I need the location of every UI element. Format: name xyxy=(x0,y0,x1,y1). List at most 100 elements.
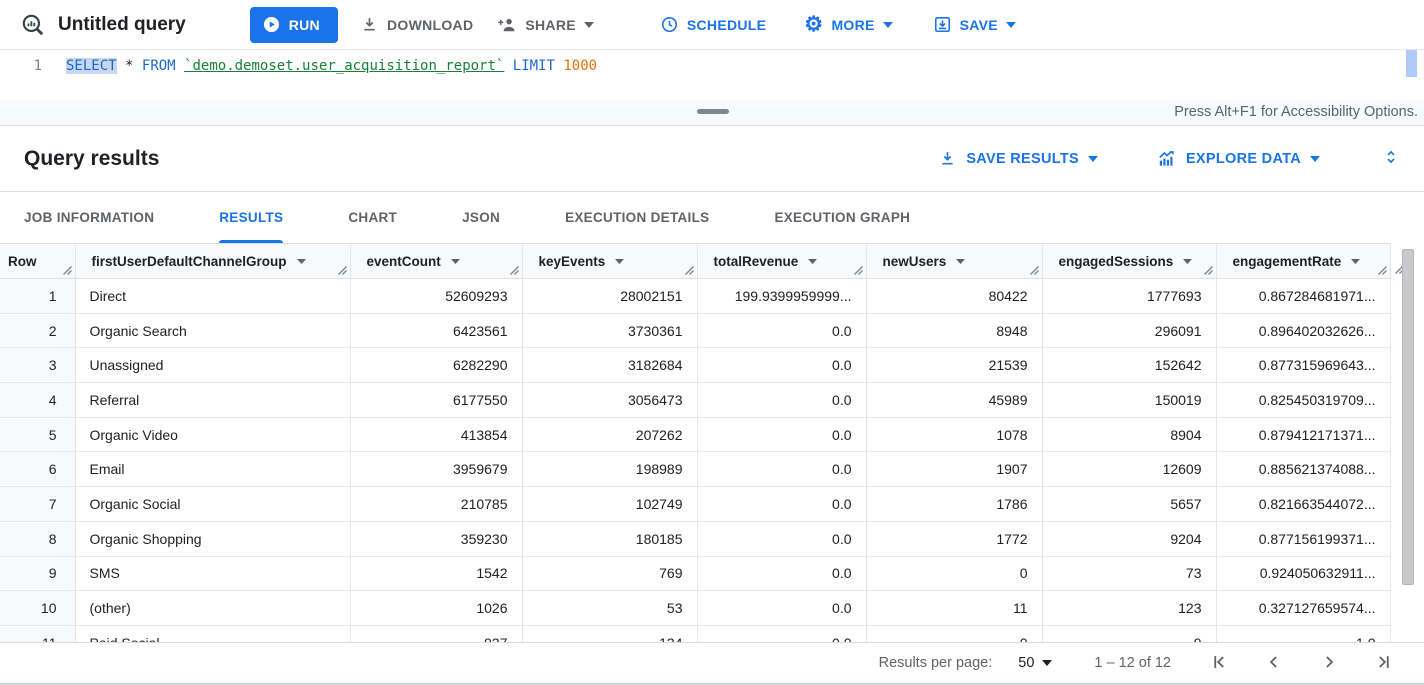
cell-new-users[interactable]: 0 xyxy=(866,556,1043,592)
cell-event-count[interactable]: 52609293 xyxy=(350,278,523,314)
cell-total-revenue[interactable]: 0.0 xyxy=(697,625,867,642)
sql-code-line[interactable]: SELECT * FROM `demo.demoset.user_acquisi… xyxy=(56,50,597,100)
column-header-eventCount[interactable]: eventCount xyxy=(350,243,523,279)
cell-new-users[interactable]: 1907 xyxy=(866,451,1043,488)
sort-caret-icon[interactable] xyxy=(1351,258,1361,264)
cell-key-events[interactable]: 3730361 xyxy=(522,313,698,349)
last-page-button[interactable] xyxy=(1374,652,1394,675)
run-button[interactable]: RUN xyxy=(249,6,338,43)
column-header-engagementRate[interactable]: engagementRate xyxy=(1216,243,1391,279)
results-tab[interactable]: JOB INFORMATION xyxy=(24,192,154,243)
cell-key-events[interactable]: 53 xyxy=(522,590,698,626)
cell-event-count[interactable]: 6282290 xyxy=(350,347,523,384)
cell-event-count[interactable]: 3959679 xyxy=(350,451,523,488)
cell-event-count[interactable]: 359230 xyxy=(350,521,523,557)
cell-engaged-sessions[interactable]: 296091 xyxy=(1042,313,1217,349)
cell-engagement-rate[interactable]: 0.877156199371... xyxy=(1216,521,1391,557)
cell-new-users[interactable]: 80422 xyxy=(866,278,1043,314)
cell-channel-group[interactable]: (other) xyxy=(75,590,351,626)
sql-editor[interactable]: 1 SELECT * FROM `demo.demoset.user_acqui… xyxy=(0,50,1424,100)
cell-total-revenue[interactable]: 0.0 xyxy=(697,521,867,557)
column-header-engagedSessions[interactable]: engagedSessions xyxy=(1042,243,1217,279)
cell-key-events[interactable]: 180185 xyxy=(522,521,698,557)
results-tab[interactable]: EXECUTION DETAILS xyxy=(565,192,709,243)
cell-channel-group[interactable]: Referral xyxy=(75,382,351,418)
column-header-firstUserDefaultChannelGroup[interactable]: firstUserDefaultChannelGroup xyxy=(75,243,351,279)
column-resize-handle[interactable] xyxy=(684,266,694,275)
cell-total-revenue[interactable]: 0.0 xyxy=(697,417,867,453)
cell-event-count[interactable]: 413854 xyxy=(350,417,523,453)
cell-new-users[interactable]: 8948 xyxy=(866,313,1043,349)
cell-new-users[interactable]: 21539 xyxy=(866,347,1043,384)
cell-total-revenue[interactable]: 0.0 xyxy=(697,382,867,418)
sort-caret-icon[interactable] xyxy=(296,258,306,264)
cell-key-events[interactable]: 3182684 xyxy=(522,347,698,384)
cell-engaged-sessions[interactable]: 152642 xyxy=(1042,347,1217,384)
explore-data-button[interactable]: EXPLORE DATA xyxy=(1156,149,1320,169)
sql-table-link[interactable]: `demo.demoset.user_acquisition_report` xyxy=(184,58,505,74)
cell-new-users[interactable]: 1772 xyxy=(866,521,1043,557)
editor-scrollbar-thumb[interactable] xyxy=(1406,50,1417,77)
table-row[interactable]: 4 Referral 6177550 3056473 0.0 45989 150… xyxy=(0,382,1391,418)
cell-engaged-sessions[interactable]: 73 xyxy=(1042,556,1217,592)
sort-caret-icon[interactable] xyxy=(615,258,625,264)
cell-total-revenue[interactable]: 199.9399959999... xyxy=(697,278,867,314)
cell-engagement-rate[interactable]: 0.821663544072... xyxy=(1216,486,1391,522)
cell-key-events[interactable]: 769 xyxy=(522,556,698,592)
cell-event-count[interactable]: 1026 xyxy=(350,590,523,626)
column-resize-handle[interactable] xyxy=(62,266,72,275)
table-row[interactable]: 11 Paid Social 937 134 0.0 0 9 1.0 xyxy=(0,625,1391,642)
table-row[interactable]: 2 Organic Search 6423561 3730361 0.0 894… xyxy=(0,313,1391,349)
cell-channel-group[interactable]: Paid Social xyxy=(75,625,351,642)
download-button[interactable]: DOWNLOAD xyxy=(348,7,485,43)
schedule-button[interactable]: SCHEDULE xyxy=(648,7,778,43)
cell-event-count[interactable]: 6423561 xyxy=(350,313,523,349)
column-resize-handle[interactable] xyxy=(1203,266,1213,275)
share-button[interactable]: SHARE xyxy=(485,7,606,43)
results-tab[interactable]: CHART xyxy=(348,192,397,243)
column-resize-handle[interactable] xyxy=(1377,266,1387,275)
page-size-select[interactable]: 50 xyxy=(1018,655,1053,671)
cell-event-count[interactable]: 210785 xyxy=(350,486,523,522)
column-resize-handle[interactable] xyxy=(1029,266,1039,275)
cell-key-events[interactable]: 3056473 xyxy=(522,382,698,418)
table-row[interactable]: 7 Organic Social 210785 102749 0.0 1786 … xyxy=(0,486,1391,522)
column-resize-handle[interactable] xyxy=(853,266,863,275)
cell-engagement-rate[interactable]: 1.0 xyxy=(1216,625,1391,642)
sort-caret-icon[interactable] xyxy=(808,258,818,264)
cell-channel-group[interactable]: Organic Search xyxy=(75,313,351,349)
table-row[interactable]: 9 SMS 1542 769 0.0 0 73 0.924050632911..… xyxy=(0,556,1391,592)
cell-new-users[interactable]: 45989 xyxy=(866,382,1043,418)
cell-key-events[interactable]: 134 xyxy=(522,625,698,642)
save-button[interactable]: SAVE xyxy=(921,7,1028,43)
cell-engaged-sessions[interactable]: 5657 xyxy=(1042,486,1217,522)
cell-engaged-sessions[interactable]: 150019 xyxy=(1042,382,1217,418)
cell-engagement-rate[interactable]: 0.879412171371... xyxy=(1216,417,1391,453)
cell-event-count[interactable]: 1542 xyxy=(350,556,523,592)
results-tab[interactable]: EXECUTION GRAPH xyxy=(774,192,910,243)
cell-engagement-rate[interactable]: 0.885621374088... xyxy=(1216,451,1391,488)
cell-engagement-rate[interactable]: 0.327127659574... xyxy=(1216,590,1391,626)
next-page-button[interactable] xyxy=(1319,652,1339,675)
table-row[interactable]: 8 Organic Shopping 359230 180185 0.0 177… xyxy=(0,521,1391,557)
cell-key-events[interactable]: 198989 xyxy=(522,451,698,488)
cell-channel-group[interactable]: Direct xyxy=(75,278,351,314)
cell-channel-group[interactable]: Organic Video xyxy=(75,417,351,453)
table-row[interactable]: 10 (other) 1026 53 0.0 11 123 0.32712765… xyxy=(0,590,1391,626)
cell-total-revenue[interactable]: 0.0 xyxy=(697,556,867,592)
cell-new-users[interactable]: 1078 xyxy=(866,417,1043,453)
results-tab[interactable]: RESULTS xyxy=(219,192,284,243)
cell-channel-group[interactable]: Organic Social xyxy=(75,486,351,522)
more-button[interactable]: ⚙ MORE xyxy=(792,7,904,43)
cell-new-users[interactable]: 11 xyxy=(866,590,1043,626)
table-row[interactable]: 6 Email 3959679 198989 0.0 1907 12609 0.… xyxy=(0,451,1391,488)
cell-engagement-rate[interactable]: 0.924050632911... xyxy=(1216,556,1391,592)
cell-key-events[interactable]: 102749 xyxy=(522,486,698,522)
cell-key-events[interactable]: 28002151 xyxy=(522,278,698,314)
column-header-newUsers[interactable]: newUsers xyxy=(866,243,1043,279)
cell-engagement-rate[interactable]: 0.896402032626... xyxy=(1216,313,1391,349)
results-vertical-scrollbar[interactable] xyxy=(1402,245,1414,640)
cell-engaged-sessions[interactable]: 9204 xyxy=(1042,521,1217,557)
first-page-button[interactable] xyxy=(1209,652,1229,675)
cell-event-count[interactable]: 937 xyxy=(350,625,523,642)
